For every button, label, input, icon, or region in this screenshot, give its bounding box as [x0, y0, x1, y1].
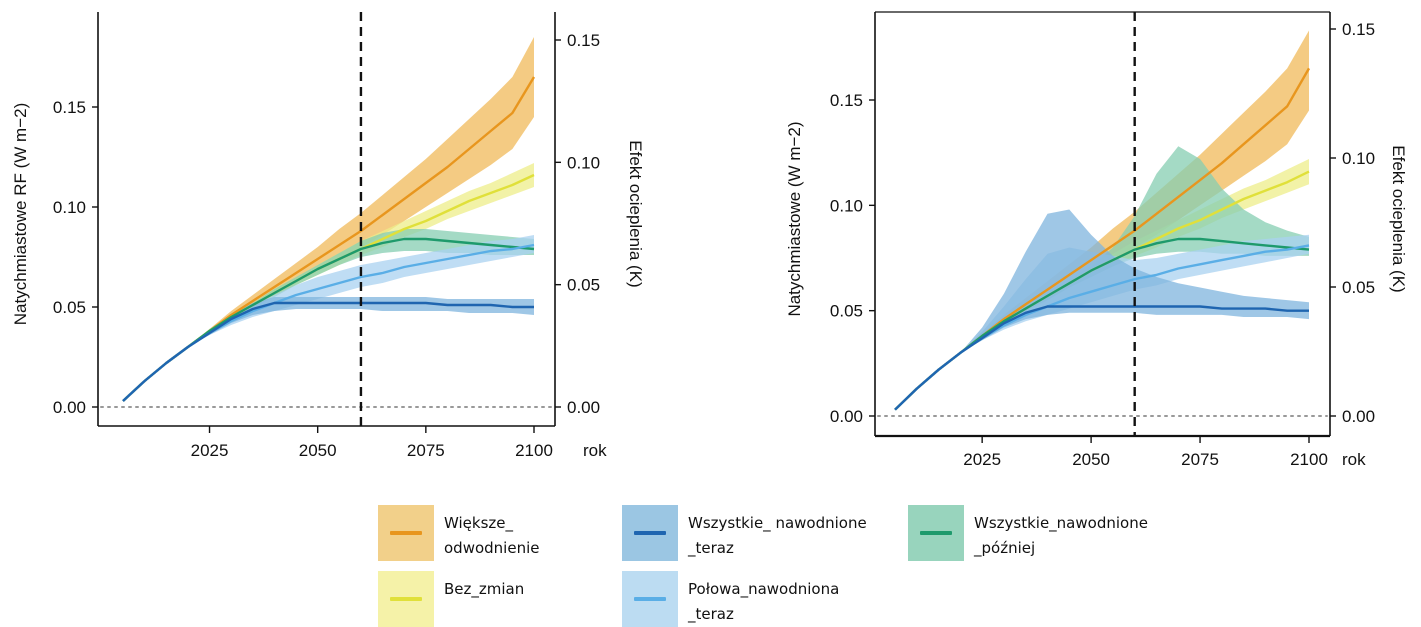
legend-label-pozniej: Wszystkie_nawodnione _później — [974, 514, 1148, 557]
right-x-tick-label: 2025 — [963, 450, 1001, 469]
legend-swatch-teraz — [622, 505, 678, 561]
left-y-right-tick-label: 0.10 — [567, 153, 600, 172]
right-x-tick-label: 2050 — [1072, 450, 1110, 469]
right-line-teraz — [894, 305, 1309, 411]
left-y-right-tick-label: 0.05 — [567, 276, 600, 295]
left-y-right-tick-label: 0.15 — [567, 31, 600, 50]
right-band-teraz — [895, 209, 1309, 410]
left-frame — [97, 12, 556, 427]
left-x-tick-label: 2075 — [407, 441, 445, 460]
legend-line-teraz — [634, 531, 666, 535]
left-line-teraz — [122, 301, 534, 402]
legend-line-pozniej — [920, 531, 952, 535]
left-y-tick-label: 0.00 — [53, 398, 86, 417]
left-chart-panel: 0.00 0.05 0.10 0.15 0.00 0.05 0.10 0.15 2025 2050… — [11, 12, 645, 460]
left-y-right-tick-label: 0.00 — [567, 398, 600, 417]
legend-swatch-bez — [378, 571, 434, 627]
left-x-tick-label: 2050 — [299, 441, 337, 460]
right-chart-panel: 0.00 0.05 0.10 0.15 0.00 0.05 0.10 0.15 2025 2050… — [785, 11, 1408, 469]
right-y-tick-label: 0.10 — [830, 196, 863, 215]
left-y-right-axis-title: Efekt ocieplenia (K) — [626, 140, 645, 287]
right-x-tick-label: 2100 — [1290, 450, 1328, 469]
legend: Większe_ odwodnienie Bez_zmian Wszystkie… — [378, 505, 1148, 627]
right-y-right-tick-label: 0.15 — [1342, 20, 1375, 39]
legend-line-bez — [390, 597, 422, 601]
legend-line-wieksze — [390, 531, 422, 535]
left-y-axis-title: Natychmiastowe RF (W m−2) — [11, 103, 30, 325]
right-frame — [874, 11, 1331, 438]
chart-canvas: 0.00 0.05 0.10 0.15 0.00 0.05 0.10 0.15 2025 2050… — [11, 11, 1408, 469]
right-y-axis-title: Natychmiastowe (W m−2) — [785, 121, 804, 316]
left-x-tick-label: 2100 — [515, 441, 553, 460]
left-y-tick-label: 0.05 — [53, 298, 86, 317]
legend-label-teraz: Wszystkie_ nawodnione _teraz — [688, 514, 867, 557]
legend-label-bez: Bez_zmian — [444, 580, 525, 598]
legend-line-polowa — [634, 597, 666, 601]
legend-swatch-wieksze — [378, 505, 434, 561]
right-y-right-tick-label: 0.05 — [1342, 278, 1375, 297]
left-y-tick-label: 0.15 — [53, 98, 86, 117]
legend-swatch-pozniej — [908, 505, 964, 561]
legend-label-wieksze: Większe_ odwodnienie — [444, 514, 540, 557]
left-x-tick-label: 2025 — [191, 441, 229, 460]
left-band-wieksze — [123, 37, 534, 401]
legend-swatch-polowa — [622, 571, 678, 627]
legend-label-polowa: Połowa_nawodniona _teraz — [688, 580, 840, 623]
right-y-right-tick-label: 0.00 — [1342, 407, 1375, 426]
right-x-axis-title: rok — [1342, 450, 1366, 469]
left-band-bez — [123, 163, 534, 401]
right-x-tick-label: 2075 — [1181, 450, 1219, 469]
right-y-tick-label: 0.15 — [830, 91, 863, 110]
right-y-tick-label: 0.00 — [830, 407, 863, 426]
right-y-right-tick-label: 0.10 — [1342, 149, 1375, 168]
left-x-axis-title: rok — [583, 441, 607, 460]
right-y-right-axis-title: Efekt ocieplenia (K) — [1389, 145, 1408, 292]
right-y-tick-label: 0.05 — [830, 302, 863, 321]
right-band-pozniej — [895, 146, 1309, 410]
left-y-tick-label: 0.10 — [53, 198, 86, 217]
